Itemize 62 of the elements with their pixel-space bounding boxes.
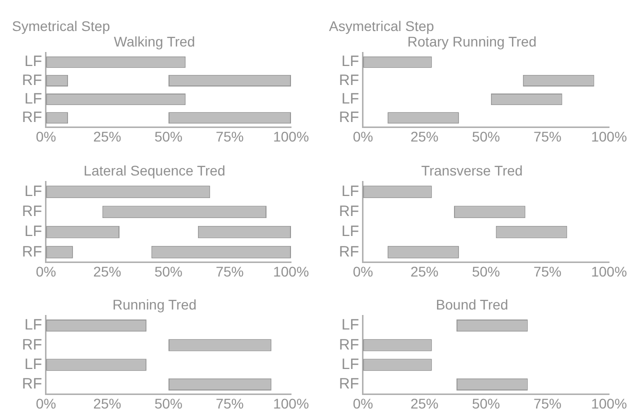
y-tick-label: RF — [338, 202, 359, 220]
x-tick-label: 75% — [216, 128, 244, 145]
x-tick-label: 50% — [472, 263, 500, 280]
y-tick-label: LF — [341, 316, 359, 334]
x-tick-label: 25% — [93, 263, 122, 280]
x-tick-label: 100% — [591, 263, 627, 280]
x-tick-label: 100% — [273, 128, 309, 145]
x-tick-label: 0% — [36, 395, 56, 412]
y-tick-label: LF — [341, 54, 359, 71]
x-tick-label: 75% — [533, 128, 562, 145]
y-tick-label: LF — [341, 356, 359, 373]
x-tick-label: 0% — [352, 263, 374, 280]
x-tick-label: 50% — [472, 395, 500, 412]
x-tick-label: 75% — [216, 395, 244, 412]
y-tick-label: RF — [338, 336, 359, 354]
y-tick-label: LF — [341, 90, 359, 108]
y-tick-label: RF — [22, 202, 42, 220]
y-tick-label: RF — [22, 109, 42, 126]
x-tick-label: 75% — [533, 263, 562, 280]
x-tick-label: 0% — [36, 263, 56, 280]
x-tick-label: 0% — [36, 128, 56, 145]
chart-subtitle: Asymetrical Step — [328, 17, 436, 34]
y-tick-label: RF — [338, 109, 359, 126]
y-tick-label: RF — [22, 242, 42, 260]
y-tick-label: RF — [338, 72, 359, 90]
x-tick-label: 25% — [93, 395, 122, 412]
x-tick-label: 25% — [410, 128, 439, 145]
chart-title: Running Tred — [112, 296, 197, 312]
y-tick-label: LF — [24, 90, 42, 108]
x-tick-label: 25% — [410, 263, 439, 280]
y-tick-label: LF — [24, 222, 42, 240]
chart-subtitle: Symetrical Step — [11, 17, 112, 34]
x-tick-label: 50% — [154, 395, 183, 412]
x-tick-label: 100% — [591, 395, 627, 412]
y-tick-label: LF — [341, 182, 359, 200]
y-tick-label: RF — [22, 336, 42, 354]
y-tick-label: LF — [24, 356, 42, 373]
x-tick-label: 0% — [352, 128, 374, 145]
x-tick-label: 75% — [216, 263, 244, 280]
y-tick-label: RF — [22, 376, 42, 393]
x-tick-label: 100% — [273, 395, 309, 412]
y-tick-label: RF — [338, 242, 359, 260]
y-tick-label: RF — [338, 376, 359, 393]
x-tick-label: 50% — [472, 128, 500, 145]
chart-title: Lateral Sequence Tred — [84, 162, 226, 178]
chart-title: Transverse Tred — [421, 162, 523, 178]
x-tick-label: 25% — [410, 395, 439, 412]
x-tick-label: 0% — [352, 395, 374, 412]
chart-title: Rotary Running Tred — [407, 34, 537, 50]
y-tick-label: RF — [22, 72, 42, 90]
chart-title: Walking Tred — [114, 34, 196, 50]
chart-title: Bound Tred — [436, 296, 508, 312]
x-tick-label: 50% — [154, 128, 183, 145]
x-tick-label: 100% — [273, 263, 309, 280]
x-tick-label: 25% — [93, 128, 122, 145]
x-tick-label: 100% — [591, 128, 627, 145]
y-tick-label: LF — [341, 222, 359, 240]
y-tick-label: LF — [24, 54, 42, 71]
y-tick-label: LF — [24, 316, 42, 334]
x-tick-label: 50% — [154, 263, 183, 280]
x-tick-label: 75% — [533, 395, 562, 412]
y-tick-label: LF — [24, 182, 42, 200]
